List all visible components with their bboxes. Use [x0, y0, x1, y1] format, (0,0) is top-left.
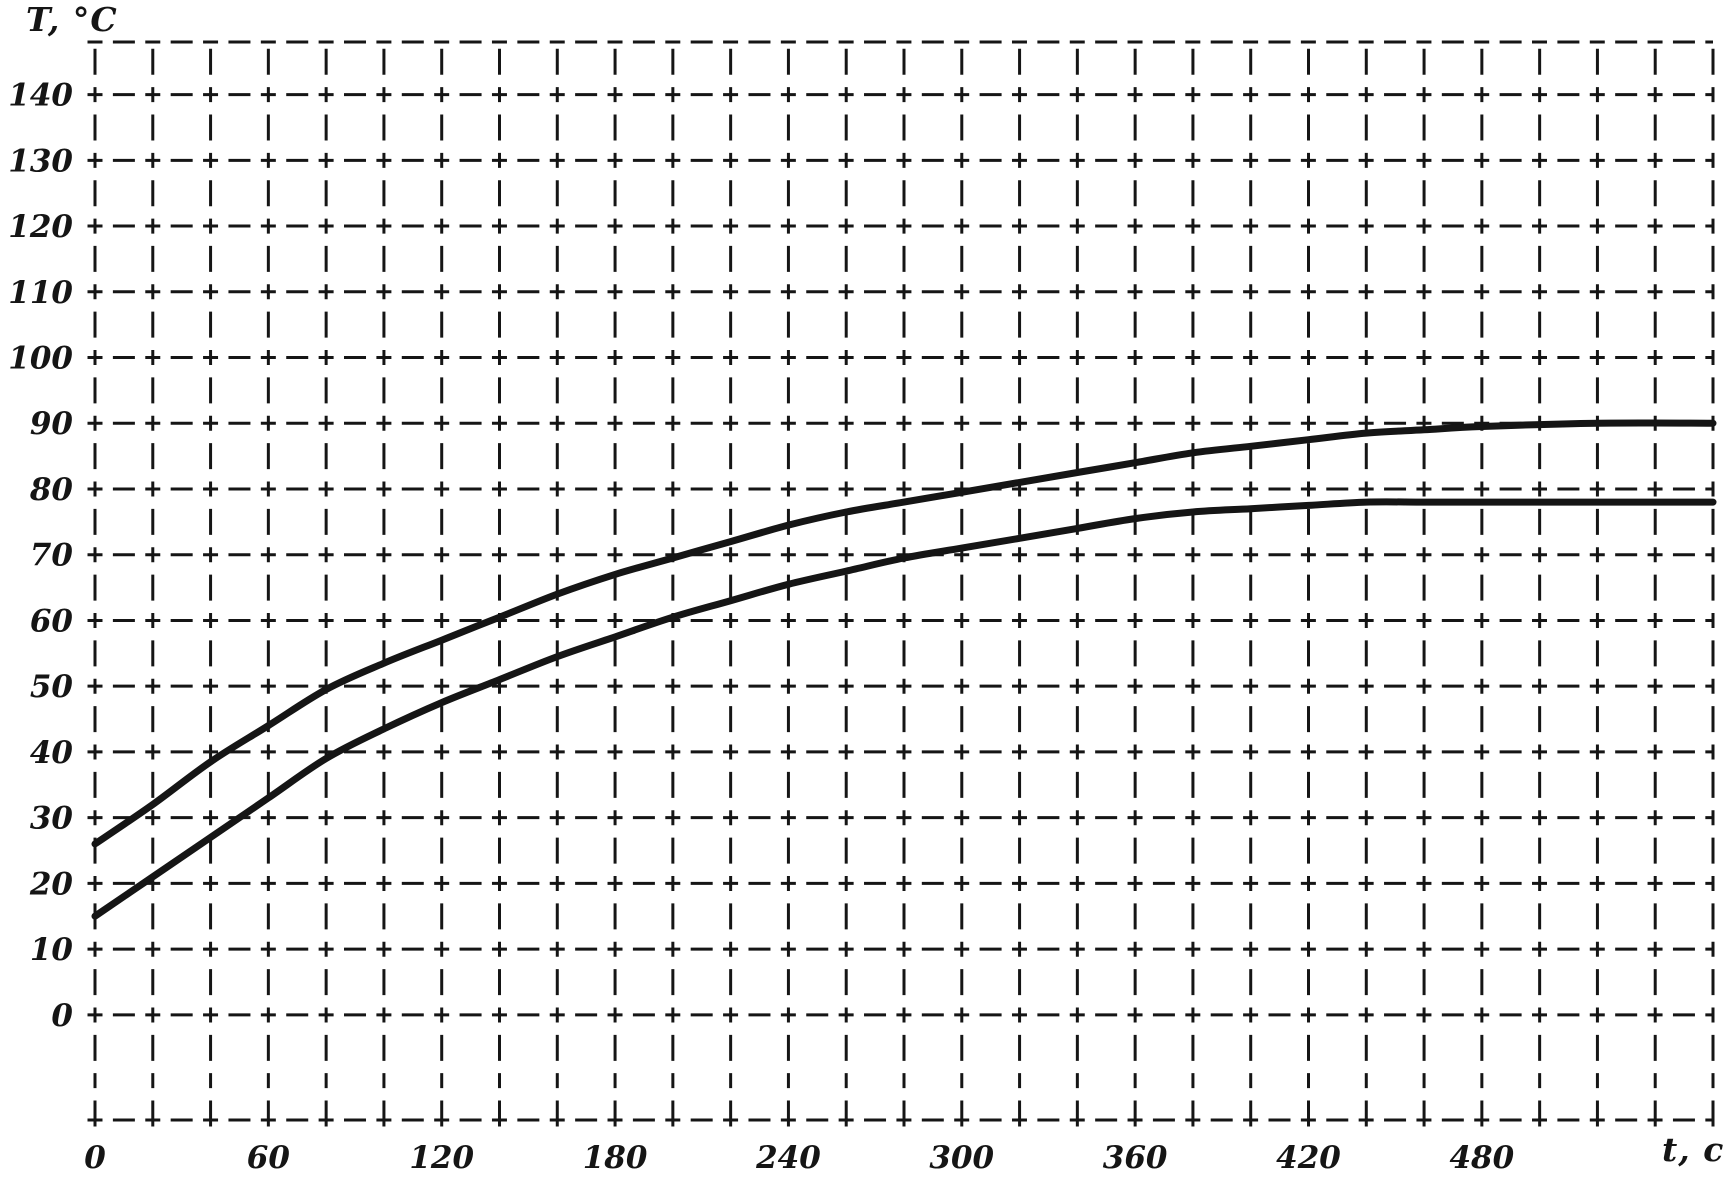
x-tick-label: 420	[1276, 1140, 1341, 1176]
y-tick-label: 140	[8, 78, 73, 114]
x-tick-label: 480	[1449, 1140, 1514, 1176]
y-axis-title: T, °C	[26, 0, 118, 39]
y-tick-label: 130	[8, 143, 73, 179]
series-lower-curve	[91, 498, 1717, 920]
x-tick-label: 60	[247, 1140, 291, 1176]
y-tick-label: 50	[30, 669, 74, 705]
y-tick-label: 80	[29, 472, 74, 508]
y-tick-label: 60	[30, 603, 74, 639]
x-tick-label: 180	[583, 1140, 648, 1176]
y-tick-label: 10	[30, 932, 74, 968]
x-tick-label: 300	[929, 1140, 994, 1176]
x-tick-label: 120	[409, 1140, 474, 1176]
y-tick-label: 110	[8, 275, 73, 311]
y-tick-label: 100	[8, 341, 73, 377]
y-tick-label: 70	[30, 538, 74, 574]
y-tick-label: 120	[8, 209, 73, 245]
x-tick-label: 0	[84, 1140, 106, 1176]
x-axis-title: t, c	[1662, 1130, 1725, 1169]
y-tick-label: 40	[30, 735, 74, 771]
series-upper-curve	[91, 419, 1717, 848]
y-tick-label: 90	[30, 406, 74, 442]
y-tick-label: 0	[51, 998, 73, 1034]
x-tick-label: 240	[755, 1140, 821, 1176]
y-tick-label: 20	[29, 866, 74, 902]
y-tick-label: 30	[30, 801, 74, 837]
x-tick-label: 360	[1103, 1140, 1168, 1176]
